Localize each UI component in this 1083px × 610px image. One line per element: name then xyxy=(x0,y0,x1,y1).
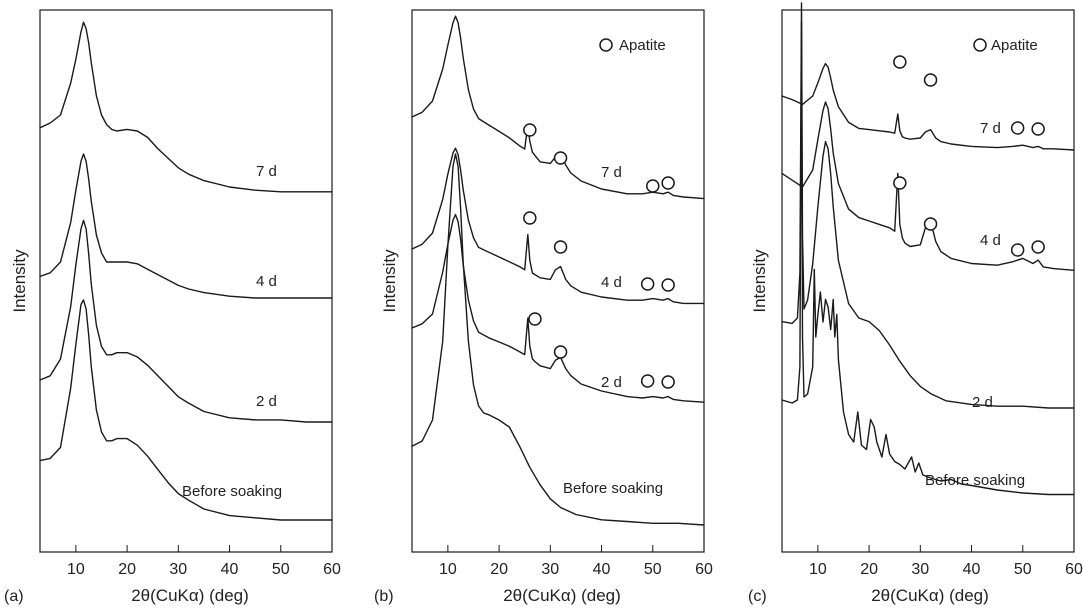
panel-a-y-axis-label: Intensity xyxy=(10,249,29,313)
panel-b: 10 20 30 40 50 60 Intensity 2θ(CuKα) (deg) (b… xyxy=(374,9,713,605)
panel-b-legend-apatite-marker xyxy=(599,38,613,52)
panel-a-curves xyxy=(39,21,333,521)
panel-a-x-tick-label-20: 20 xyxy=(118,561,136,578)
panel-b-label-before-soaking: Before soaking xyxy=(563,480,663,497)
panel-b-apatite-marker-2-d-53 xyxy=(661,375,675,389)
panel-a-x-axis-label: 2θ(CuKα) (deg) xyxy=(131,586,249,605)
panel-c-x-tick-label-50: 50 xyxy=(1014,561,1032,578)
panel-c-y-axis-label: Intensity xyxy=(750,249,769,313)
panel-c-apatite-marker-7-d-26 xyxy=(893,55,907,69)
panel-b-apatite-marker-7-d-50 xyxy=(646,179,660,193)
panel-b-label-2d: 2 d xyxy=(601,374,622,391)
panel-a: 10 20 30 40 50 60 Intensity 2θ(CuKα) (deg) (a… xyxy=(4,9,341,605)
panel-a-label-2d: 2 d xyxy=(256,393,277,410)
panel-b-legend-apatite-label: Apatite xyxy=(619,37,666,54)
panel-c-apatite-markers xyxy=(893,55,1045,257)
panel-a-label: (a) xyxy=(4,588,24,605)
panel-c-x-axis-label: 2θ(CuKα) (deg) xyxy=(871,586,989,605)
panel-c-apatite-marker-7-d-53 xyxy=(1031,122,1045,136)
panel-c-apatite-marker-4-d-32 xyxy=(923,217,938,231)
panel-a-x-tick-label-40: 40 xyxy=(221,561,239,578)
panel-c-label-before-soaking: Before soaking xyxy=(925,472,1025,489)
panel-c-curve-7-d xyxy=(781,62,1075,151)
panel-b-label-4d: 4 d xyxy=(601,274,622,291)
panel-b-x-tick-label-30: 30 xyxy=(541,561,559,578)
panel-b-apatite-marker-2-d-49 xyxy=(640,374,655,388)
panel-b-apatite-marker-2-d-32 xyxy=(553,345,568,359)
panel-a-x-tick-label-60: 60 xyxy=(323,561,341,578)
panel-b-apatite-marker-4-d-53 xyxy=(661,278,675,292)
panel-b-apatite-marker-4-d-49 xyxy=(640,277,655,291)
panel-c-x-tick-label-20: 20 xyxy=(860,561,878,578)
panel-a-label-7d: 7 d xyxy=(256,163,277,180)
panel-c-label-2d: 2 d xyxy=(972,394,993,411)
panel-c-x-tick-label-10: 10 xyxy=(809,561,827,578)
panel-b-x-tick-label-10: 10 xyxy=(439,561,457,578)
panel-b-plot-frame xyxy=(411,9,705,553)
panel-b-x-tick-label-40: 40 xyxy=(593,561,611,578)
panel-c-plot-frame xyxy=(781,9,1075,553)
panel-c-apatite-marker-7-d-49 xyxy=(1010,121,1025,135)
panel-b-x-ticks: 10 20 30 40 50 60 xyxy=(439,545,713,578)
panel-c-apatite-marker-4-d-26 xyxy=(893,176,907,190)
panel-b-x-axis-label: 2θ(CuKα) (deg) xyxy=(503,586,621,605)
panel-c-label-4d: 4 d xyxy=(980,232,1001,249)
panel-b-apatite-marker-7-d-32 xyxy=(553,151,568,165)
panel-b-apatite-marker-4-d-26 xyxy=(523,211,537,225)
panel-b-x-tick-label-20: 20 xyxy=(490,561,508,578)
panel-c-curves xyxy=(781,2,1075,496)
panel-c-x-tick-label-40: 40 xyxy=(963,561,981,578)
panel-a-x-tick-label-50: 50 xyxy=(272,561,290,578)
panel-b-y-axis-label: Intensity xyxy=(380,249,399,313)
panel-b-apatite-marker-7-d-53 xyxy=(661,176,675,190)
panel-a-curve-4-d xyxy=(39,153,333,299)
panel-c-label: (c) xyxy=(748,588,767,605)
panel-c-apatite-marker-4-d-53 xyxy=(1031,240,1045,254)
panel-c-curve-before-soaking xyxy=(781,21,1075,496)
panel-a-label-4d: 4 d xyxy=(256,273,277,290)
panel-a-curve-2-d xyxy=(39,219,333,423)
panel-b-label: (b) xyxy=(374,588,394,605)
panel-c-legend-apatite-marker xyxy=(973,38,987,52)
panel-c: 10 20 30 40 50 60 Intensity 2θ(CuKα) (deg) (c… xyxy=(748,2,1083,605)
panel-c-x-tick-label-30: 30 xyxy=(911,561,929,578)
panel-b-apatite-markers xyxy=(523,123,675,389)
panel-c-apatite-marker-7-d-32 xyxy=(923,73,938,87)
panel-c-x-ticks: 10 20 30 40 50 60 xyxy=(809,545,1083,578)
panel-a-x-tick-label-10: 10 xyxy=(67,561,85,578)
panel-a-curve-before-soaking xyxy=(39,299,333,521)
panel-c-curve-4-d xyxy=(781,101,1075,271)
panel-a-curve-7-d xyxy=(39,21,333,193)
panel-c-apatite-marker-4-d-49 xyxy=(1010,243,1025,257)
panel-b-label-7d: 7 d xyxy=(601,164,622,181)
panel-b-apatite-marker-2-d-27 xyxy=(528,312,542,326)
panel-b-curve-4-d xyxy=(411,147,705,305)
panel-c-legend-apatite-label: Apatite xyxy=(991,37,1038,54)
panel-a-plot-frame xyxy=(39,9,333,553)
panel-c-x-tick-label-60: 60 xyxy=(1065,561,1083,578)
panel-a-label-before-soaking: Before soaking xyxy=(182,483,282,500)
panel-b-curve-2-d xyxy=(411,213,705,403)
panel-b-curve-before-soaking xyxy=(411,153,705,526)
panel-b-apatite-marker-7-d-26 xyxy=(523,123,537,137)
panel-b-apatite-marker-4-d-32 xyxy=(553,240,568,254)
panel-b-curves xyxy=(411,15,705,526)
panel-a-x-tick-label-30: 30 xyxy=(169,561,187,578)
panel-b-x-tick-label-50: 50 xyxy=(644,561,662,578)
panel-a-x-ticks: 10 20 30 40 50 60 xyxy=(67,545,341,578)
panel-b-x-tick-label-60: 60 xyxy=(695,561,713,578)
panel-c-label-7d: 7 d xyxy=(980,120,1001,137)
